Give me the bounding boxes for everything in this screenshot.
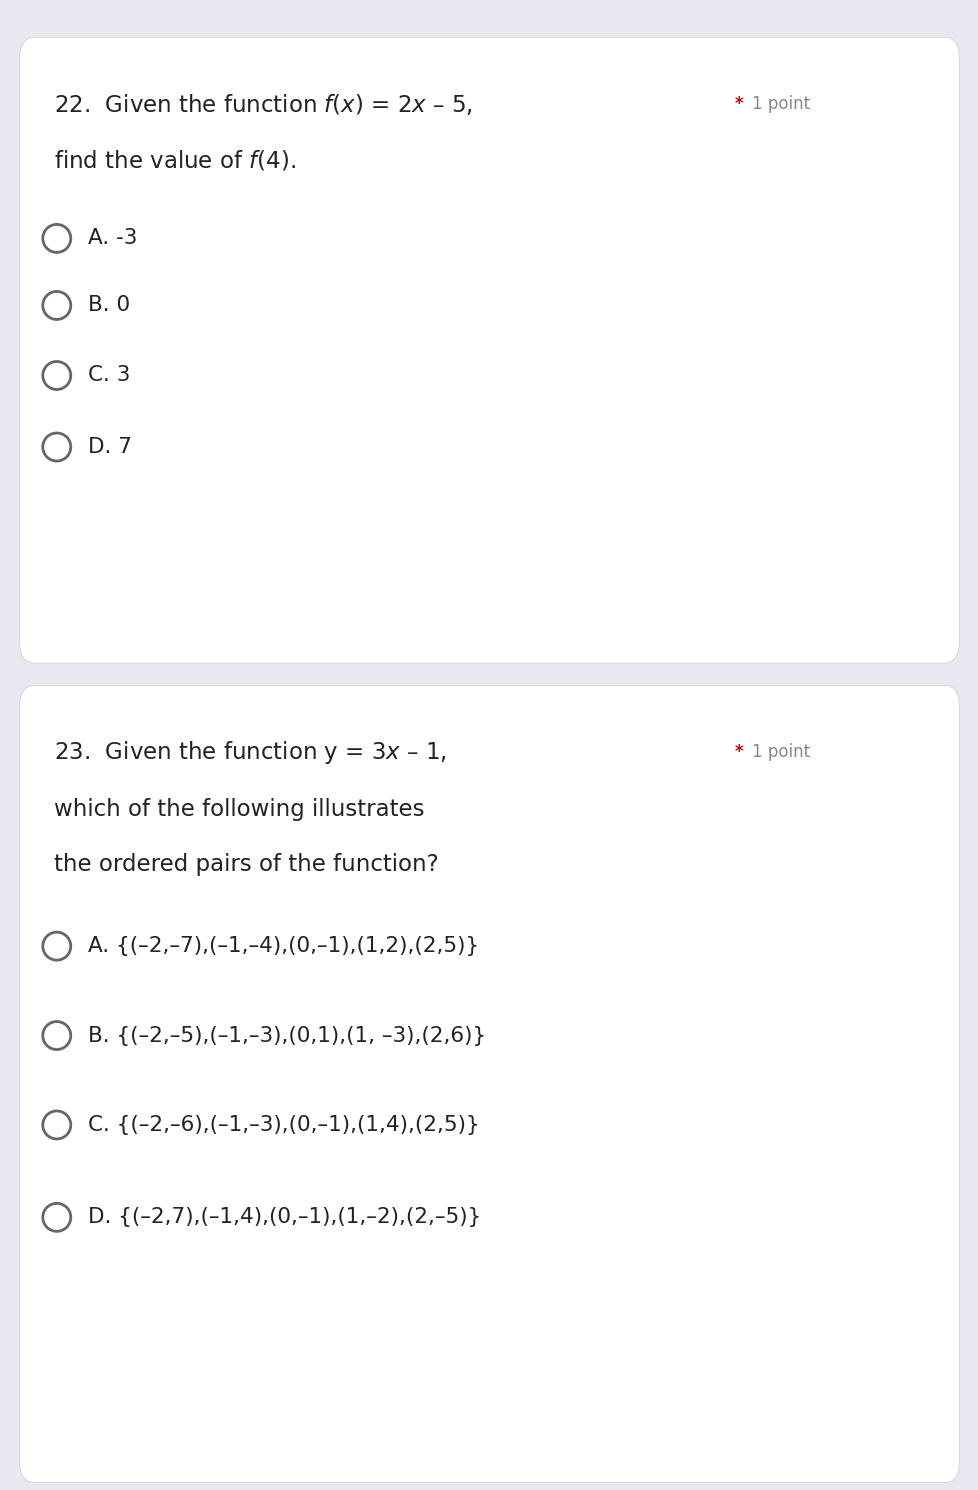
Text: find the value of $f$(4).: find the value of $f$(4). [54, 149, 295, 173]
Text: 1 point: 1 point [751, 744, 809, 761]
Text: 22.  Given the function $f(x)$ = 2$x$ – 5,: 22. Given the function $f(x)$ = 2$x$ – 5… [54, 92, 472, 116]
Text: the ordered pairs of the function?: the ordered pairs of the function? [54, 852, 438, 876]
Text: 23.  Given the function y = 3$x$ – 1,: 23. Given the function y = 3$x$ – 1, [54, 739, 446, 766]
Text: C. 3: C. 3 [88, 365, 131, 386]
Text: D. {(–2,7),(–1,4),(0,–1),(1,–2),(2,–5)}: D. {(–2,7),(–1,4),(0,–1),(1,–2),(2,–5)} [88, 1207, 481, 1228]
Text: B. 0: B. 0 [88, 295, 130, 316]
Text: *: * [734, 744, 742, 761]
Text: A. {(–2,–7),(–1,–4),(0,–1),(1,2),(2,5)}: A. {(–2,–7),(–1,–4),(0,–1),(1,2),(2,5)} [88, 936, 479, 957]
Text: D. 7: D. 7 [88, 437, 132, 457]
FancyBboxPatch shape [20, 37, 958, 663]
Text: 1 point: 1 point [751, 95, 809, 113]
FancyBboxPatch shape [20, 685, 958, 1483]
Text: *: * [734, 95, 742, 113]
Text: B. {(–2,–5),(–1,–3),(0,1),(1, –3),(2,6)}: B. {(–2,–5),(–1,–3),(0,1),(1, –3),(2,6)} [88, 1025, 486, 1046]
Text: C. {(–2,–6),(–1,–3),(0,–1),(1,4),(2,5)}: C. {(–2,–6),(–1,–3),(0,–1),(1,4),(2,5)} [88, 1115, 479, 1135]
Text: A. -3: A. -3 [88, 228, 138, 249]
Text: which of the following illustrates: which of the following illustrates [54, 797, 423, 821]
